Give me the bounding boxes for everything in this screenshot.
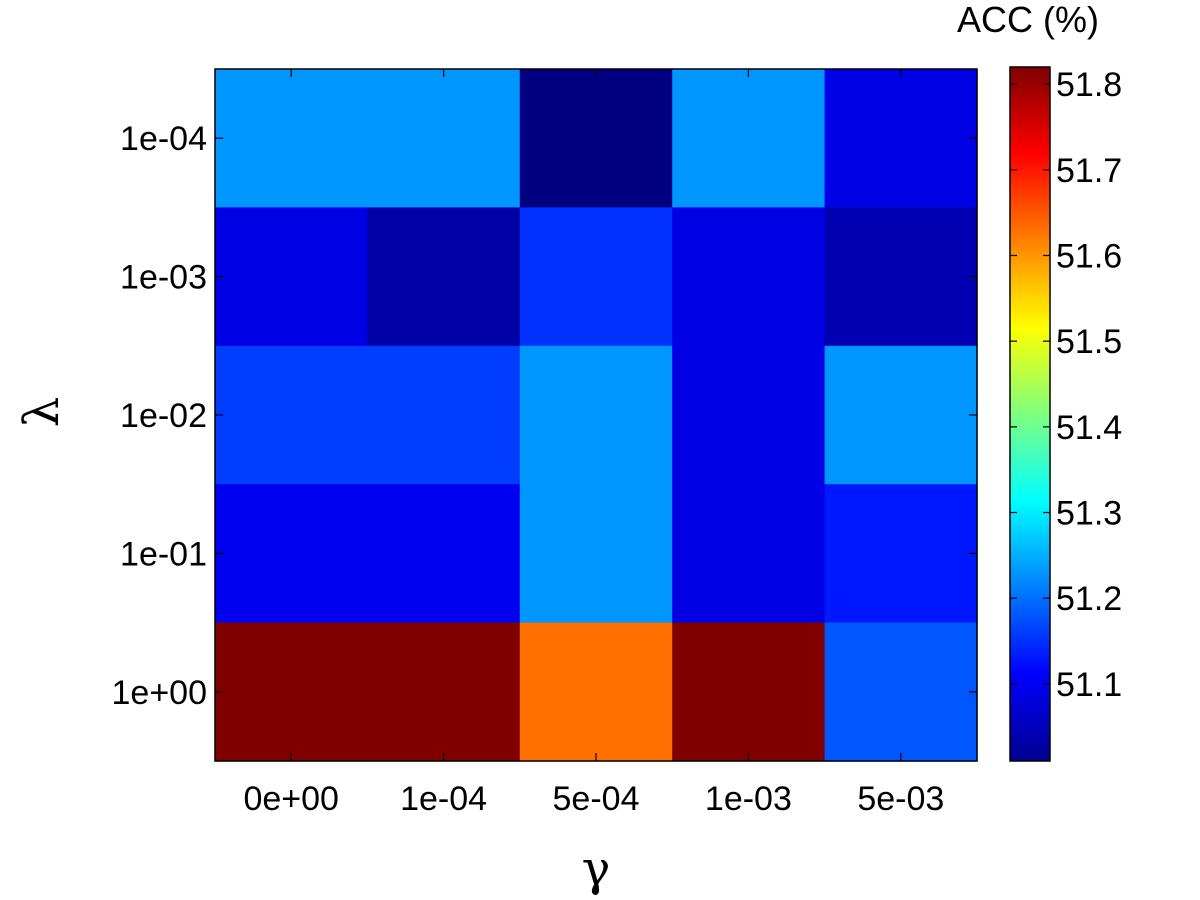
x-tick-label: 1e-03 [705, 780, 792, 818]
x-tick-label: 1e-04 [400, 780, 487, 818]
heatmap-cell [672, 345, 826, 485]
colorbar-tick-label: 51.1 [1056, 666, 1122, 704]
colorbar-tick-label: 51.2 [1056, 580, 1122, 618]
heatmap-cell [215, 622, 368, 762]
colorbar-tick-label: 51.5 [1056, 323, 1122, 361]
x-tick-labels: 0e+00 1e-04 5e-04 1e-03 5e-03 [243, 69, 944, 818]
heatmap-cell [215, 207, 368, 347]
colorbar-tick-label: 51.3 [1056, 495, 1122, 533]
heatmap-cell [672, 622, 826, 762]
colorbar [1009, 66, 1051, 762]
colorbar-tick-label: 51.7 [1056, 152, 1122, 190]
heatmap-cell [824, 345, 978, 485]
y-tick-label: 1e-03 [120, 259, 207, 297]
heatmap-cell [672, 484, 826, 624]
y-tick-label: 1e-01 [120, 535, 207, 573]
heatmap-cell [367, 484, 521, 624]
heatmap-cell [367, 69, 521, 208]
heatmap-cell [367, 207, 521, 347]
y-tick-label: 1e+00 [112, 674, 208, 712]
heatmap-cell [215, 484, 368, 624]
heatmap-cell [824, 622, 978, 762]
heatmap-cell [824, 484, 978, 624]
heatmap-cell [519, 345, 673, 485]
colorbar-tick-label: 51.8 [1056, 66, 1122, 104]
heatmap-cells [215, 69, 978, 762]
y-tick-labels: 1e-04 1e-03 1e-02 1e-01 1e+00 [112, 120, 977, 712]
heatmap-cell [519, 69, 673, 208]
colorbar-tick-label: 51.6 [1056, 237, 1122, 275]
heatmap-cell [367, 345, 521, 485]
heatmap-cell [215, 345, 368, 485]
heatmap-cell [824, 207, 978, 347]
colorbar-tick-label: 51.4 [1056, 409, 1122, 447]
heatmap-cell [519, 622, 673, 762]
x-axis-label: γ [582, 841, 611, 897]
heatmap-cell [672, 207, 826, 347]
colorbar-ticks: 51.1 51.2 51.3 51.4 51.5 51.6 51.7 51.8 [1010, 66, 1122, 704]
y-tick-label: 1e-04 [120, 120, 207, 158]
heatmap-cell [215, 69, 368, 208]
x-tick-label: 0e+00 [243, 780, 339, 818]
heatmap-cell [519, 207, 673, 347]
y-axis-label: λ [14, 397, 70, 427]
heatmap-cell [824, 69, 978, 208]
x-tick-label: 5e-04 [553, 780, 640, 818]
heatmap-cell [672, 69, 826, 208]
colorbar-title: ACC (%) [957, 0, 1099, 40]
heatmap-cell [367, 622, 521, 762]
heatmap-cell [519, 484, 673, 624]
x-tick-label: 5e-03 [857, 780, 944, 818]
y-tick-label: 1e-02 [120, 397, 207, 435]
